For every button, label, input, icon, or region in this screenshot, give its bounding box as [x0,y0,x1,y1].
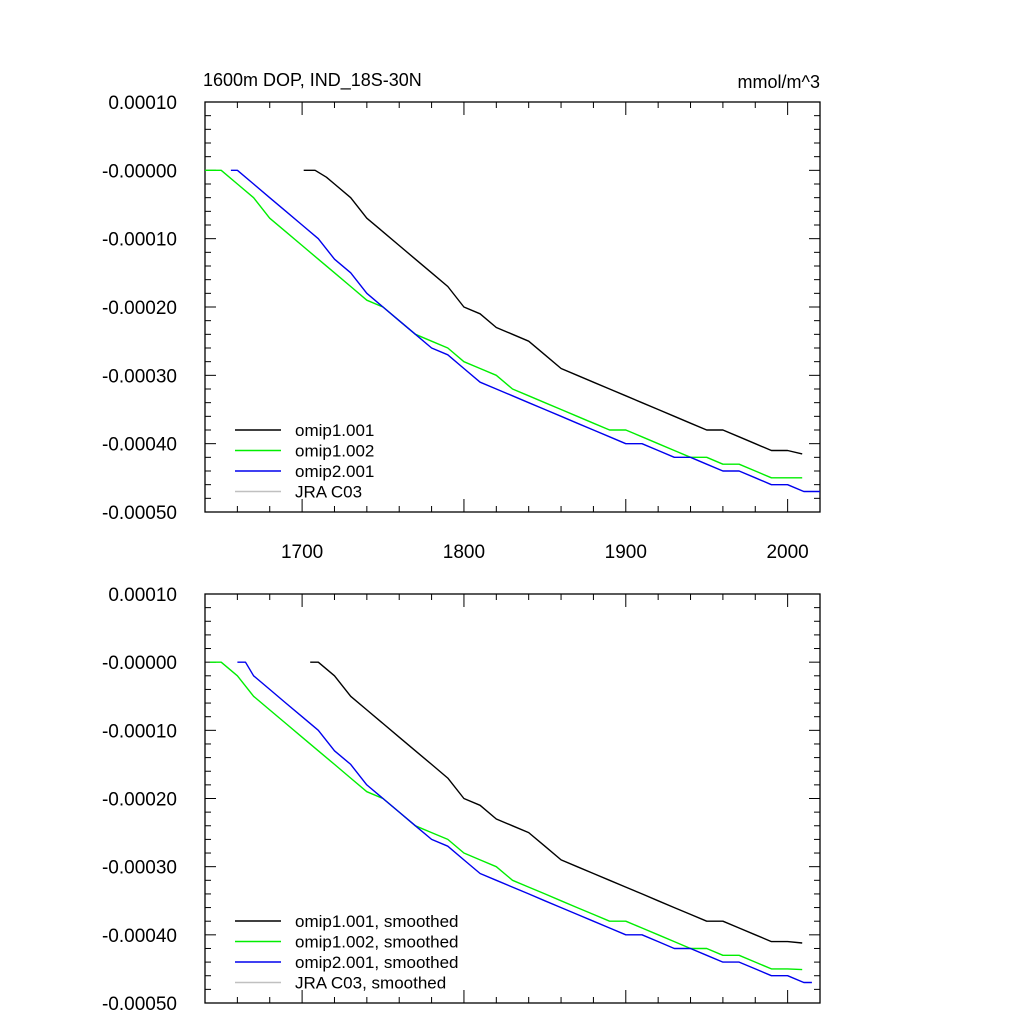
y-tick-label: -0.00010 [102,230,177,251]
y-tick-label: -0.00020 [102,298,177,319]
chart-panel-1: 0.00010 -0.00000 -0.00010 -0.00020 -0.00030 -… [102,70,821,563]
y-tick-label: -0.00030 [102,858,177,879]
legend-label: omip1.001 [295,421,374,440]
y-tick-label: -0.00040 [102,435,177,456]
y-tick-label: -0.00050 [102,994,177,1015]
series-line-2 [205,169,803,479]
legend-label: omip1.001, smoothed [295,912,459,931]
chart-panel-2: 0.00010 -0.00000 -0.00010 -0.00020 -0.00030 -… [102,585,821,1015]
y-tick-label: -0.00020 [102,790,177,811]
y-tick-label: -0.00010 [102,721,177,742]
y-tick-label: -0.00030 [102,366,177,387]
y-tick-label: -0.00000 [102,161,177,182]
series-line-2 [209,661,803,971]
series-line-1 [310,661,803,944]
legend-label: omip2.001, smoothed [295,953,459,972]
series-line-1 [303,169,803,455]
x-tick-label: 1900 [605,542,647,563]
legend-label: JRA C03, smoothed [295,974,446,993]
y-tick-label: 0.00010 [108,585,177,606]
y-tick-label: -0.00000 [102,653,177,674]
x-tick-label: 1800 [443,542,485,563]
series-line-3 [230,169,820,493]
legend-label: omip1.002, smoothed [295,933,459,952]
units-label: mmol/m^3 [738,72,820,92]
x-tick-label: 2000 [766,542,808,563]
legend-label: omip1.002 [295,442,374,461]
chart-title: 1600m DOP, IND_18S-30N [203,70,422,91]
x-tick-label: 1700 [281,542,323,563]
y-tick-label: -0.00050 [102,503,177,524]
series-line-3 [237,661,812,984]
y-tick-label: 0.00010 [108,93,177,114]
legend-label: omip2.001 [295,462,374,481]
y-tick-label: -0.00040 [102,926,177,947]
legend-label: JRA C03 [295,483,362,502]
